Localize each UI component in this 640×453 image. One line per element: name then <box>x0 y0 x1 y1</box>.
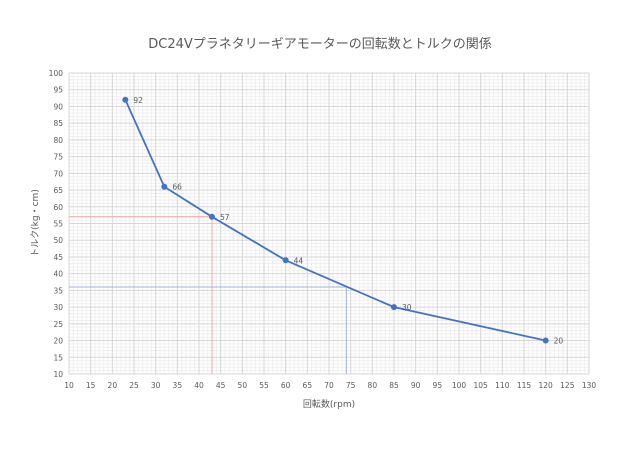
y-tick-label: 10 <box>53 370 63 379</box>
data-point <box>122 96 129 103</box>
x-tick-label: 105 <box>474 381 489 390</box>
y-tick-label: 35 <box>53 286 63 295</box>
x-tick-label: 95 <box>433 381 443 390</box>
x-tick-label: 110 <box>495 381 510 390</box>
y-tick-label: 80 <box>53 136 63 145</box>
y-tick-label: 65 <box>53 186 63 195</box>
x-tick-label: 20 <box>108 381 118 390</box>
data-label: 20 <box>554 337 564 346</box>
y-tick-label: 60 <box>53 203 63 212</box>
x-tick-label: 120 <box>539 381 554 390</box>
y-axis-label: トルク(kg・cm) <box>30 189 41 257</box>
y-tick-label: 90 <box>53 102 63 111</box>
data-point <box>542 337 549 344</box>
y-tick-label: 95 <box>53 86 63 95</box>
x-tick-label: 115 <box>517 381 532 390</box>
y-tick-label: 25 <box>53 320 63 329</box>
x-tick-label: 40 <box>194 381 204 390</box>
x-tick-label: 100 <box>452 381 467 390</box>
y-tick-label: 20 <box>53 337 63 346</box>
y-tick-label: 75 <box>53 153 63 162</box>
x-tick-label: 75 <box>346 381 356 390</box>
y-tick-label: 100 <box>49 69 64 78</box>
y-tick-label: 45 <box>53 253 63 262</box>
y-tick-label: 50 <box>53 236 63 245</box>
data-label: 57 <box>220 213 230 222</box>
chart-title: DC24Vプラネタリーギアモーターの回転数とトルクの関係 <box>148 37 492 52</box>
y-tick-label: 30 <box>53 303 63 312</box>
x-tick-label: 130 <box>582 381 597 390</box>
data-label: 66 <box>172 183 182 192</box>
data-point <box>161 183 168 190</box>
x-axis-label: 回転数(rpm) <box>303 398 355 410</box>
data-label: 44 <box>294 256 304 265</box>
data-label: 30 <box>402 303 412 312</box>
data-point <box>209 213 215 220</box>
series-line <box>124 99 546 342</box>
data-label: 92 <box>133 96 143 105</box>
x-tick-label: 80 <box>368 381 378 390</box>
x-tick-label: 65 <box>303 381 313 390</box>
x-tick-label: 10 <box>64 381 74 390</box>
y-tick-label: 85 <box>53 119 63 128</box>
x-tick-label: 35 <box>173 381 183 390</box>
x-tick-label: 55 <box>259 381 269 390</box>
x-tick-label: 30 <box>151 381 161 390</box>
y-tick-label: 40 <box>53 270 63 279</box>
x-tick-label: 70 <box>324 381 334 390</box>
x-tick-label: 85 <box>389 381 399 390</box>
x-tick-label: 125 <box>560 381 575 390</box>
x-tick-label: 90 <box>411 381 421 390</box>
x-tick-label: 15 <box>86 381 96 390</box>
x-tick-label: 45 <box>216 381 226 390</box>
x-tick-label: 25 <box>129 381 139 390</box>
y-tick-label: 15 <box>53 353 63 362</box>
x-tick-label: 50 <box>238 381 248 390</box>
y-tick-label: 55 <box>53 220 63 229</box>
data-point <box>282 257 289 264</box>
x-tick-label: 60 <box>281 381 291 390</box>
data-point <box>391 304 397 311</box>
y-tick-label: 70 <box>53 169 63 178</box>
